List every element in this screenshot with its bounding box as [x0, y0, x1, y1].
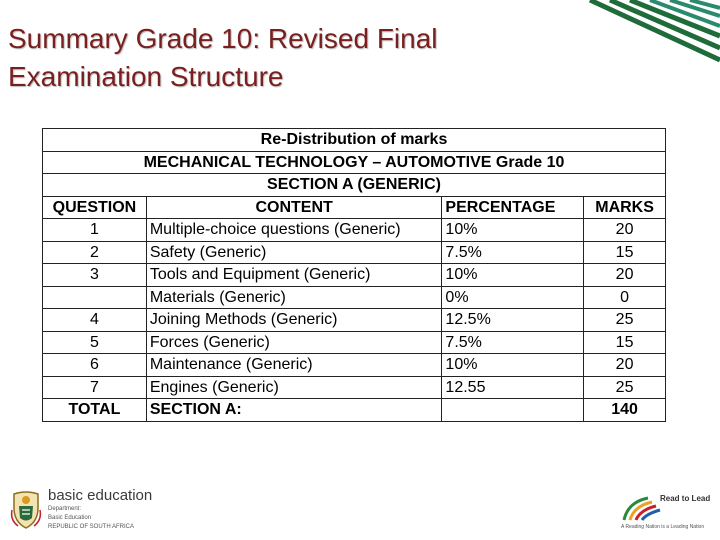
table-header-row: QUESTION CONTENT PERCENTAGE MARKS: [42, 195, 666, 219]
table-row: 1 Multiple-choice questions (Generic) 10…: [42, 218, 666, 242]
row-content: Safety (Generic): [145, 240, 443, 264]
department-text: basic education Department: Basic Educat…: [48, 488, 152, 531]
slide-title-line-2: Examination Structure: [8, 61, 284, 92]
row-marks: 25: [583, 308, 666, 332]
table-section: SECTION A (GENERIC): [42, 173, 666, 197]
department-sub-1: Department:: [48, 506, 82, 512]
row-percentage: 10%: [441, 218, 585, 242]
department-name: basic education: [48, 487, 153, 504]
column-header-marks: MARKS: [583, 195, 666, 219]
row-question: [42, 285, 147, 309]
row-question: 1: [42, 218, 147, 242]
row-percentage: 12.55: [441, 375, 585, 399]
table-total-row: TOTAL SECTION A: 140: [42, 398, 666, 422]
row-content: Tools and Equipment (Generic): [145, 263, 443, 287]
campaign-label: Read to Lead: [660, 494, 711, 503]
row-content: Materials (Generic): [145, 285, 443, 309]
read-to-lead-logo: Read to Lead A Reading Nation is a Leadi…: [618, 492, 712, 534]
row-percentage: 10%: [441, 353, 585, 377]
department-logo: basic education Department: Basic Educat…: [10, 488, 152, 531]
row-question: 4: [42, 308, 147, 332]
total-percentage: [441, 398, 585, 422]
slide-title-line-1: Summary Grade 10: Revised Final: [8, 23, 438, 54]
row-content: Multiple-choice questions (Generic): [145, 218, 443, 242]
total-label: TOTAL: [42, 398, 147, 422]
row-content: Engines (Generic): [145, 375, 443, 399]
row-content: Joining Methods (Generic): [145, 308, 443, 332]
row-question: 2: [42, 240, 147, 264]
row-marks: 15: [583, 330, 666, 354]
table-row: 7 Engines (Generic) 12.55 25: [42, 375, 666, 399]
row-marks: 20: [583, 263, 666, 287]
row-percentage: 10%: [441, 263, 585, 287]
department-sub-3: REPUBLIC OF SOUTH AFRICA: [48, 524, 135, 530]
row-percentage: 12.5%: [441, 308, 585, 332]
row-marks: 25: [583, 375, 666, 399]
table-heading: Re-Distribution of marks: [42, 128, 666, 152]
column-header-content: CONTENT: [145, 195, 443, 219]
row-percentage: 7.5%: [441, 240, 585, 264]
row-question: 3: [42, 263, 147, 287]
corner-stripes-decoration: [588, 0, 720, 63]
row-question: 6: [42, 353, 147, 377]
row-content: Forces (Generic): [145, 330, 443, 354]
row-marks: 20: [583, 218, 666, 242]
table-row: Materials (Generic) 0% 0: [42, 285, 666, 309]
table-row: 2 Safety (Generic) 7.5% 15: [42, 240, 666, 264]
column-header-percentage: PERCENTAGE: [441, 195, 585, 219]
table-heading-row: Re-Distribution of marks: [42, 128, 666, 152]
table-row: 4 Joining Methods (Generic) 12.5% 25: [42, 308, 666, 332]
table-subject-row: MECHANICAL TECHNOLOGY – AUTOMOTIVE Grade…: [42, 150, 666, 174]
row-marks: 20: [583, 353, 666, 377]
table-section-row: SECTION A (GENERIC): [42, 173, 666, 197]
row-question: 7: [42, 375, 147, 399]
row-percentage: 0%: [441, 285, 585, 309]
table-row: 6 Maintenance (Generic) 10% 20: [42, 353, 666, 377]
marks-distribution-table: Re-Distribution of marks MECHANICAL TECH…: [42, 128, 666, 422]
read-to-lead-logo-icon: [622, 496, 661, 521]
table-row: 5 Forces (Generic) 7.5% 15: [42, 330, 666, 354]
table-subject: MECHANICAL TECHNOLOGY – AUTOMOTIVE Grade…: [42, 150, 666, 174]
row-marks: 0: [583, 285, 666, 309]
row-content: Maintenance (Generic): [145, 353, 443, 377]
department-sub-2: Basic Education: [48, 515, 92, 521]
slide-title: Summary Grade 10: Revised Final Examinat…: [8, 20, 438, 96]
total-marks: 140: [583, 398, 666, 422]
total-section-label: SECTION A:: [145, 398, 443, 422]
row-question: 5: [42, 330, 147, 354]
campaign-tagline: A Reading Nation is a Leading Nation: [621, 524, 705, 530]
table-row: 3 Tools and Equipment (Generic) 10% 20: [42, 263, 666, 287]
coat-of-arms-icon: [10, 490, 42, 529]
row-marks: 15: [583, 240, 666, 264]
row-percentage: 7.5%: [441, 330, 585, 354]
column-header-question: QUESTION: [42, 195, 147, 219]
